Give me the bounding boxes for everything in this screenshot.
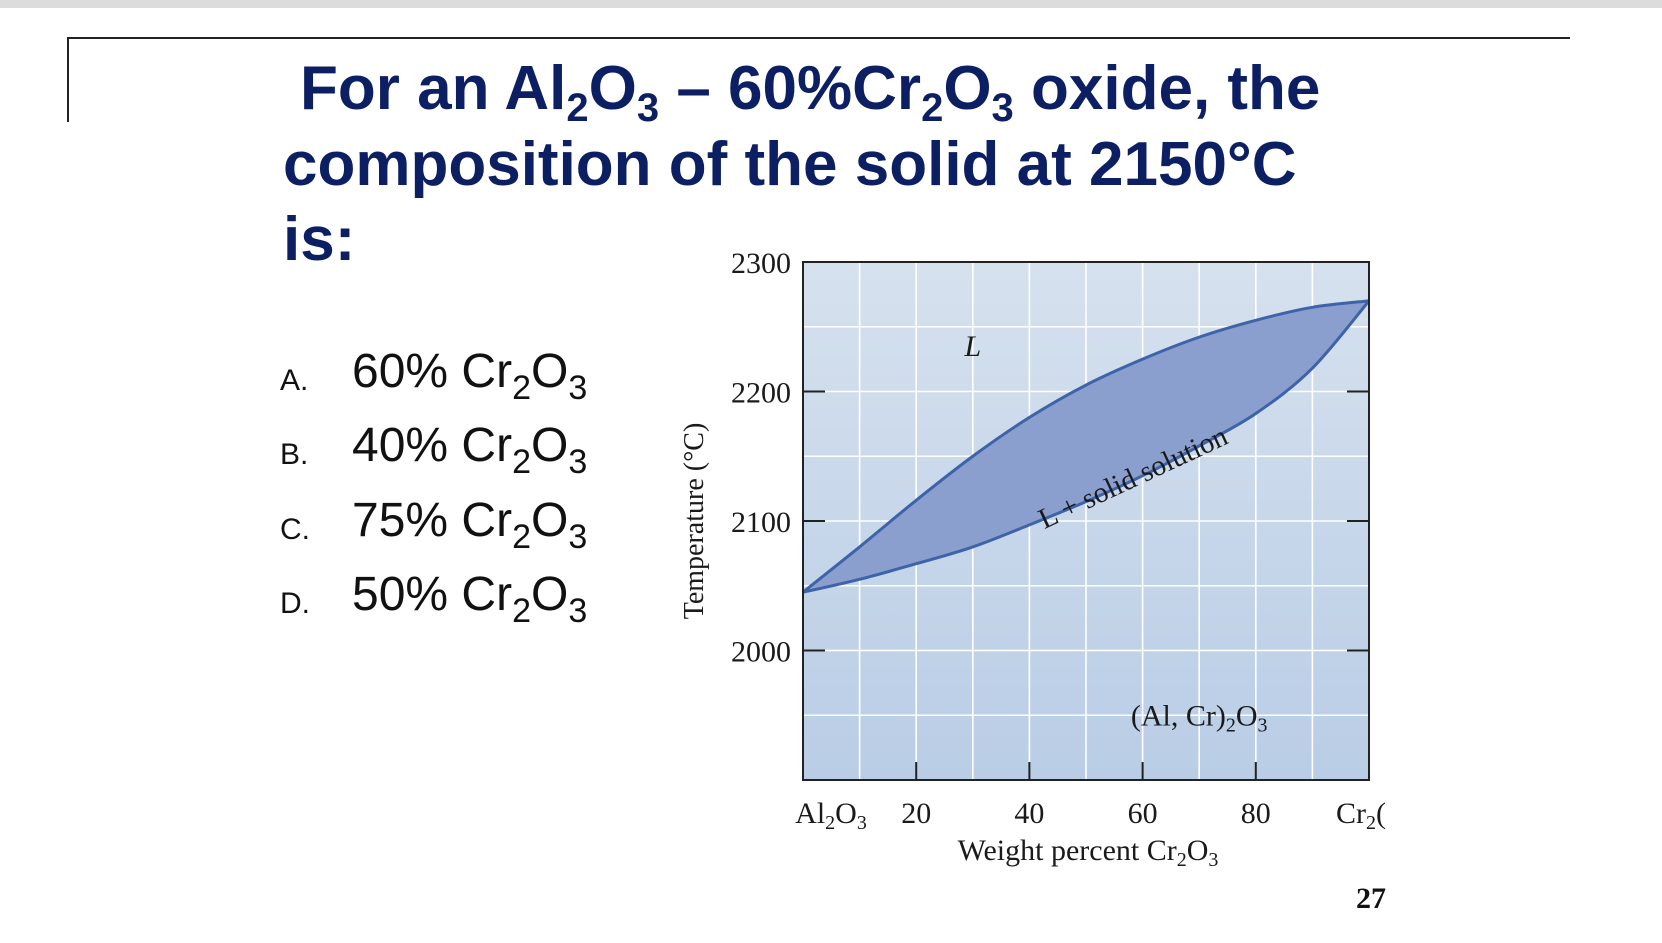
option-subscript: 2 <box>512 369 531 407</box>
x-tick-label: 40 <box>1014 797 1044 830</box>
option-oxygen: O <box>530 419 569 472</box>
title-subscript: 3 <box>636 86 660 130</box>
y-tick-label: 2000 <box>731 636 791 669</box>
tick-text: Cr <box>1336 797 1366 830</box>
liquidus-line <box>803 299 1369 594</box>
axis-ticks <box>803 261 1369 780</box>
option-value: 40% Cr <box>352 419 513 472</box>
tick-text: O <box>835 797 857 830</box>
y-axis-label: Temperature (°C) <box>679 423 710 620</box>
x-tick-label: Al2O3 <box>795 797 867 834</box>
solid-label-text: O <box>1236 699 1258 732</box>
y-tick-label: 2100 <box>731 506 791 539</box>
solid-label-subscript: 3 <box>1258 714 1268 736</box>
option-subscript: 2 <box>512 592 531 630</box>
tick-subscript: 3 <box>857 812 867 834</box>
option-value: 60% Cr <box>352 345 513 398</box>
option-letter: C. <box>280 513 310 546</box>
region-label-solid: (Al, Cr)2O3 <box>1131 699 1268 736</box>
question-title-line-3: is: <box>283 205 356 274</box>
option-oxygen: O <box>530 568 569 621</box>
tick-text: 20 <box>901 797 931 830</box>
top-strip <box>0 0 1662 8</box>
frame-top-line <box>67 37 1570 39</box>
tick-subscript: 2 <box>825 812 835 834</box>
option-text: 60% Cr2O3 <box>352 344 587 405</box>
two-phase-region <box>803 300 1369 593</box>
option-oxygen: O <box>530 345 569 398</box>
option-subscript: 3 <box>568 443 588 481</box>
x-tick-labels: Al2O3 20 40 60 80 Cr2( <box>795 797 1386 834</box>
option-subscript: 3 <box>568 369 588 407</box>
question-title-line-1: For an Al2O3 – 60%Cr2O3 oxide, the <box>300 58 1320 129</box>
option-value: 75% Cr <box>352 494 513 547</box>
tick-text: ( <box>1376 797 1386 830</box>
solidus-line <box>803 299 1369 594</box>
option-text: 50% Cr2O3 <box>352 567 587 628</box>
option-oxygen: O <box>530 494 569 547</box>
title-text: – 60%Cr <box>659 54 922 123</box>
title-subscript: 2 <box>921 86 944 130</box>
tick-text: Al <box>795 797 825 830</box>
solid-label-subscript: 2 <box>1226 714 1236 736</box>
x-axis-label-subscript: 3 <box>1208 849 1218 871</box>
x-axis-label: Weight percent Cr2O3 <box>958 834 1219 871</box>
plot-frame <box>802 261 1370 781</box>
solid-label-text: (Al, Cr) <box>1131 699 1226 732</box>
x-axis-label-text: Weight percent Cr <box>958 834 1177 867</box>
region-label-liquid: L <box>963 330 981 363</box>
option-text: 75% Cr2O3 <box>352 493 587 554</box>
tick-subscript: 2 <box>1366 812 1376 834</box>
title-text: For an Al <box>300 54 567 123</box>
option-letter: B. <box>280 438 309 471</box>
title-text: O <box>943 54 992 123</box>
phase-regions <box>803 299 1369 594</box>
title-text: O <box>588 54 637 123</box>
option-letter: D. <box>280 587 310 620</box>
y-tick-label: 2200 <box>731 377 791 410</box>
x-axis-label-subscript: 2 <box>1177 849 1187 871</box>
tick-text: 40 <box>1014 797 1044 830</box>
page-number: 27 <box>1356 882 1386 915</box>
title-text: oxide, the <box>1013 54 1321 123</box>
x-tick-label: 20 <box>901 797 931 830</box>
x-tick-label: Cr2( <box>1336 797 1386 834</box>
option-value: 50% Cr <box>352 568 513 621</box>
tick-text: 60 <box>1128 797 1158 830</box>
x-tick-label: 60 <box>1128 797 1158 830</box>
y-tick-labels: 2000 2100 2200 2300 <box>731 247 791 669</box>
title-subscript: 2 <box>566 86 589 130</box>
y-tick-label: 2300 <box>731 247 791 280</box>
option-subscript: 3 <box>568 592 588 630</box>
title-subscript: 3 <box>991 86 1014 130</box>
option-text: 40% Cr2O3 <box>352 418 587 479</box>
frame-left-line <box>67 37 69 122</box>
option-letter: A. <box>280 364 309 397</box>
x-tick-label: 80 <box>1241 797 1271 830</box>
x-axis-label-text: O <box>1187 834 1209 867</box>
option-subscript: 3 <box>568 518 588 556</box>
tick-text: 80 <box>1241 797 1271 830</box>
question-title-line-2: composition of the solid at 2150°C <box>283 130 1297 199</box>
option-subscript: 2 <box>512 518 531 556</box>
option-subscript: 2 <box>512 443 531 481</box>
